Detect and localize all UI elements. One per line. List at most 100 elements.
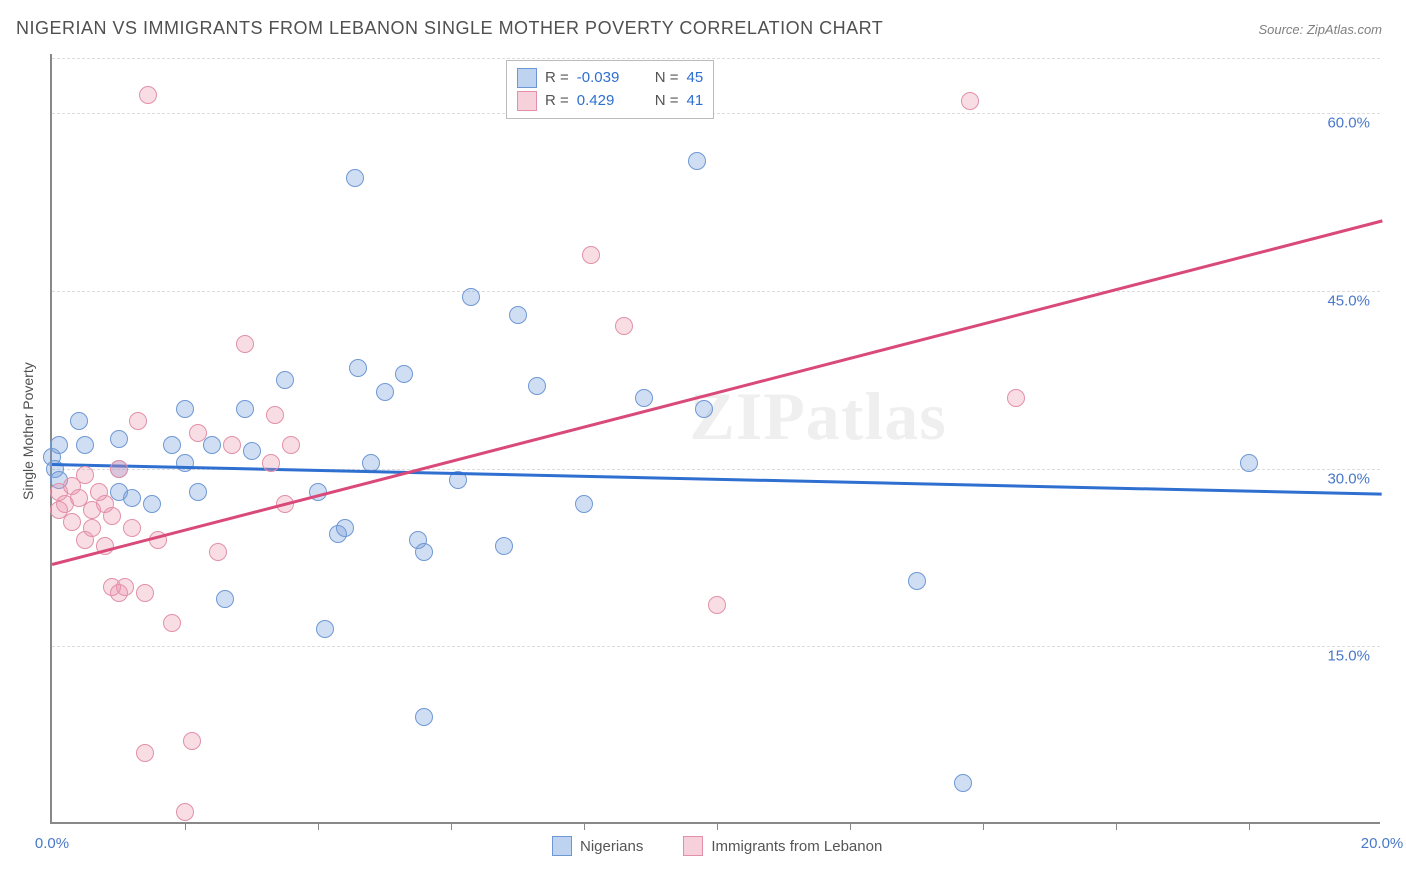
stat-value-r: 0.429 (577, 90, 637, 113)
scatter-point-lebanon (116, 578, 134, 596)
scatter-point-lebanon (236, 335, 254, 353)
scatter-point-nigerians (495, 537, 513, 555)
scatter-point-lebanon (189, 424, 207, 442)
correlation-stats-box: R = -0.039 N = 45R = 0.429 N = 41 (506, 60, 714, 119)
scatter-point-nigerians (415, 708, 433, 726)
scatter-point-nigerians (236, 400, 254, 418)
scatter-point-nigerians (316, 620, 334, 638)
scatter-point-nigerians (415, 543, 433, 561)
swatch-icon (683, 836, 703, 856)
gridline-h (52, 58, 1380, 59)
scatter-point-lebanon (129, 412, 147, 430)
y-tick-label: 30.0% (1327, 470, 1370, 487)
scatter-point-lebanon (1007, 389, 1025, 407)
scatter-point-lebanon (582, 246, 600, 264)
x-tick-label-left: 0.0% (35, 835, 69, 852)
stat-value-n: 41 (687, 90, 704, 113)
y-tick-label: 45.0% (1327, 292, 1370, 309)
scatter-point-nigerians (216, 590, 234, 608)
scatter-point-nigerians (50, 436, 68, 454)
legend-label: Nigerians (580, 838, 643, 855)
scatter-point-lebanon (282, 436, 300, 454)
scatter-point-lebanon (103, 507, 121, 525)
scatter-point-lebanon (615, 317, 633, 335)
scatter-point-nigerians (163, 436, 181, 454)
scatter-point-nigerians (76, 436, 94, 454)
y-tick-label: 15.0% (1327, 648, 1370, 665)
scatter-point-nigerians (110, 430, 128, 448)
scatter-point-lebanon (223, 436, 241, 454)
gridline-h (52, 646, 1380, 647)
gridline-h (52, 113, 1380, 114)
stats-row-lebanon: R = 0.429 N = 41 (517, 90, 703, 113)
x-tick (185, 822, 186, 830)
scatter-point-nigerians (346, 169, 364, 187)
x-tick (1116, 822, 1117, 830)
swatch-icon (517, 68, 537, 88)
x-tick (1249, 822, 1250, 830)
scatter-point-nigerians (176, 400, 194, 418)
scatter-point-lebanon (76, 466, 94, 484)
scatter-point-nigerians (908, 572, 926, 590)
scatter-point-lebanon (266, 406, 284, 424)
scatter-point-nigerians (688, 152, 706, 170)
scatter-point-lebanon (63, 513, 81, 531)
stat-label-r: R = (545, 90, 569, 113)
stat-value-n: 45 (687, 67, 704, 90)
y-tick-label: 60.0% (1327, 115, 1370, 132)
trend-line-lebanon (52, 220, 1383, 566)
scatter-point-nigerians (462, 288, 480, 306)
stats-row-nigerians: R = -0.039N = 45 (517, 67, 703, 90)
scatter-point-nigerians (635, 389, 653, 407)
scatter-point-lebanon (163, 614, 181, 632)
scatter-point-nigerians (395, 365, 413, 383)
stat-label-n: N = (655, 90, 679, 113)
scatter-point-lebanon (961, 92, 979, 110)
x-tick (850, 822, 851, 830)
stat-value-r: -0.039 (577, 67, 637, 90)
scatter-point-nigerians (575, 495, 593, 513)
scatter-point-nigerians (695, 400, 713, 418)
plot-area: ZIPatlas 15.0%30.0%45.0%60.0%0.0%20.0%R … (50, 54, 1380, 824)
x-tick (451, 822, 452, 830)
scatter-point-lebanon (139, 86, 157, 104)
swatch-icon (517, 91, 537, 111)
swatch-icon (552, 836, 572, 856)
scatter-point-nigerians (1240, 454, 1258, 472)
legend-item-nigerians: Nigerians (552, 836, 643, 856)
x-tick (318, 822, 319, 830)
gridline-h (52, 291, 1380, 292)
scatter-point-lebanon (262, 454, 280, 472)
scatter-point-nigerians (243, 442, 261, 460)
scatter-point-lebanon (708, 596, 726, 614)
x-tick (584, 822, 585, 830)
scatter-point-lebanon (123, 519, 141, 537)
scatter-point-lebanon (209, 543, 227, 561)
chart-title: NIGERIAN VS IMMIGRANTS FROM LEBANON SING… (16, 18, 883, 39)
y-axis-label: Single Mother Poverty (20, 362, 36, 500)
scatter-point-nigerians (70, 412, 88, 430)
stat-label-n: N = (655, 67, 679, 90)
scatter-point-nigerians (954, 774, 972, 792)
scatter-point-lebanon (83, 519, 101, 537)
x-tick (717, 822, 718, 830)
scatter-point-lebanon (136, 744, 154, 762)
legend: Nigerians Immigrants from Lebanon (552, 836, 882, 856)
legend-label: Immigrants from Lebanon (711, 838, 882, 855)
scatter-point-nigerians (509, 306, 527, 324)
scatter-point-lebanon (176, 803, 194, 821)
scatter-point-nigerians (123, 489, 141, 507)
scatter-point-lebanon (136, 584, 154, 602)
x-tick (983, 822, 984, 830)
trend-line-nigerians (52, 463, 1382, 496)
legend-item-lebanon: Immigrants from Lebanon (683, 836, 882, 856)
scatter-point-nigerians (336, 519, 354, 537)
scatter-point-nigerians (349, 359, 367, 377)
scatter-point-lebanon (183, 732, 201, 750)
scatter-point-nigerians (189, 483, 207, 501)
scatter-point-nigerians (376, 383, 394, 401)
x-tick-label-right: 20.0% (1361, 835, 1404, 852)
source-attribution: Source: ZipAtlas.com (1258, 22, 1382, 37)
scatter-point-nigerians (276, 371, 294, 389)
scatter-point-lebanon (110, 460, 128, 478)
